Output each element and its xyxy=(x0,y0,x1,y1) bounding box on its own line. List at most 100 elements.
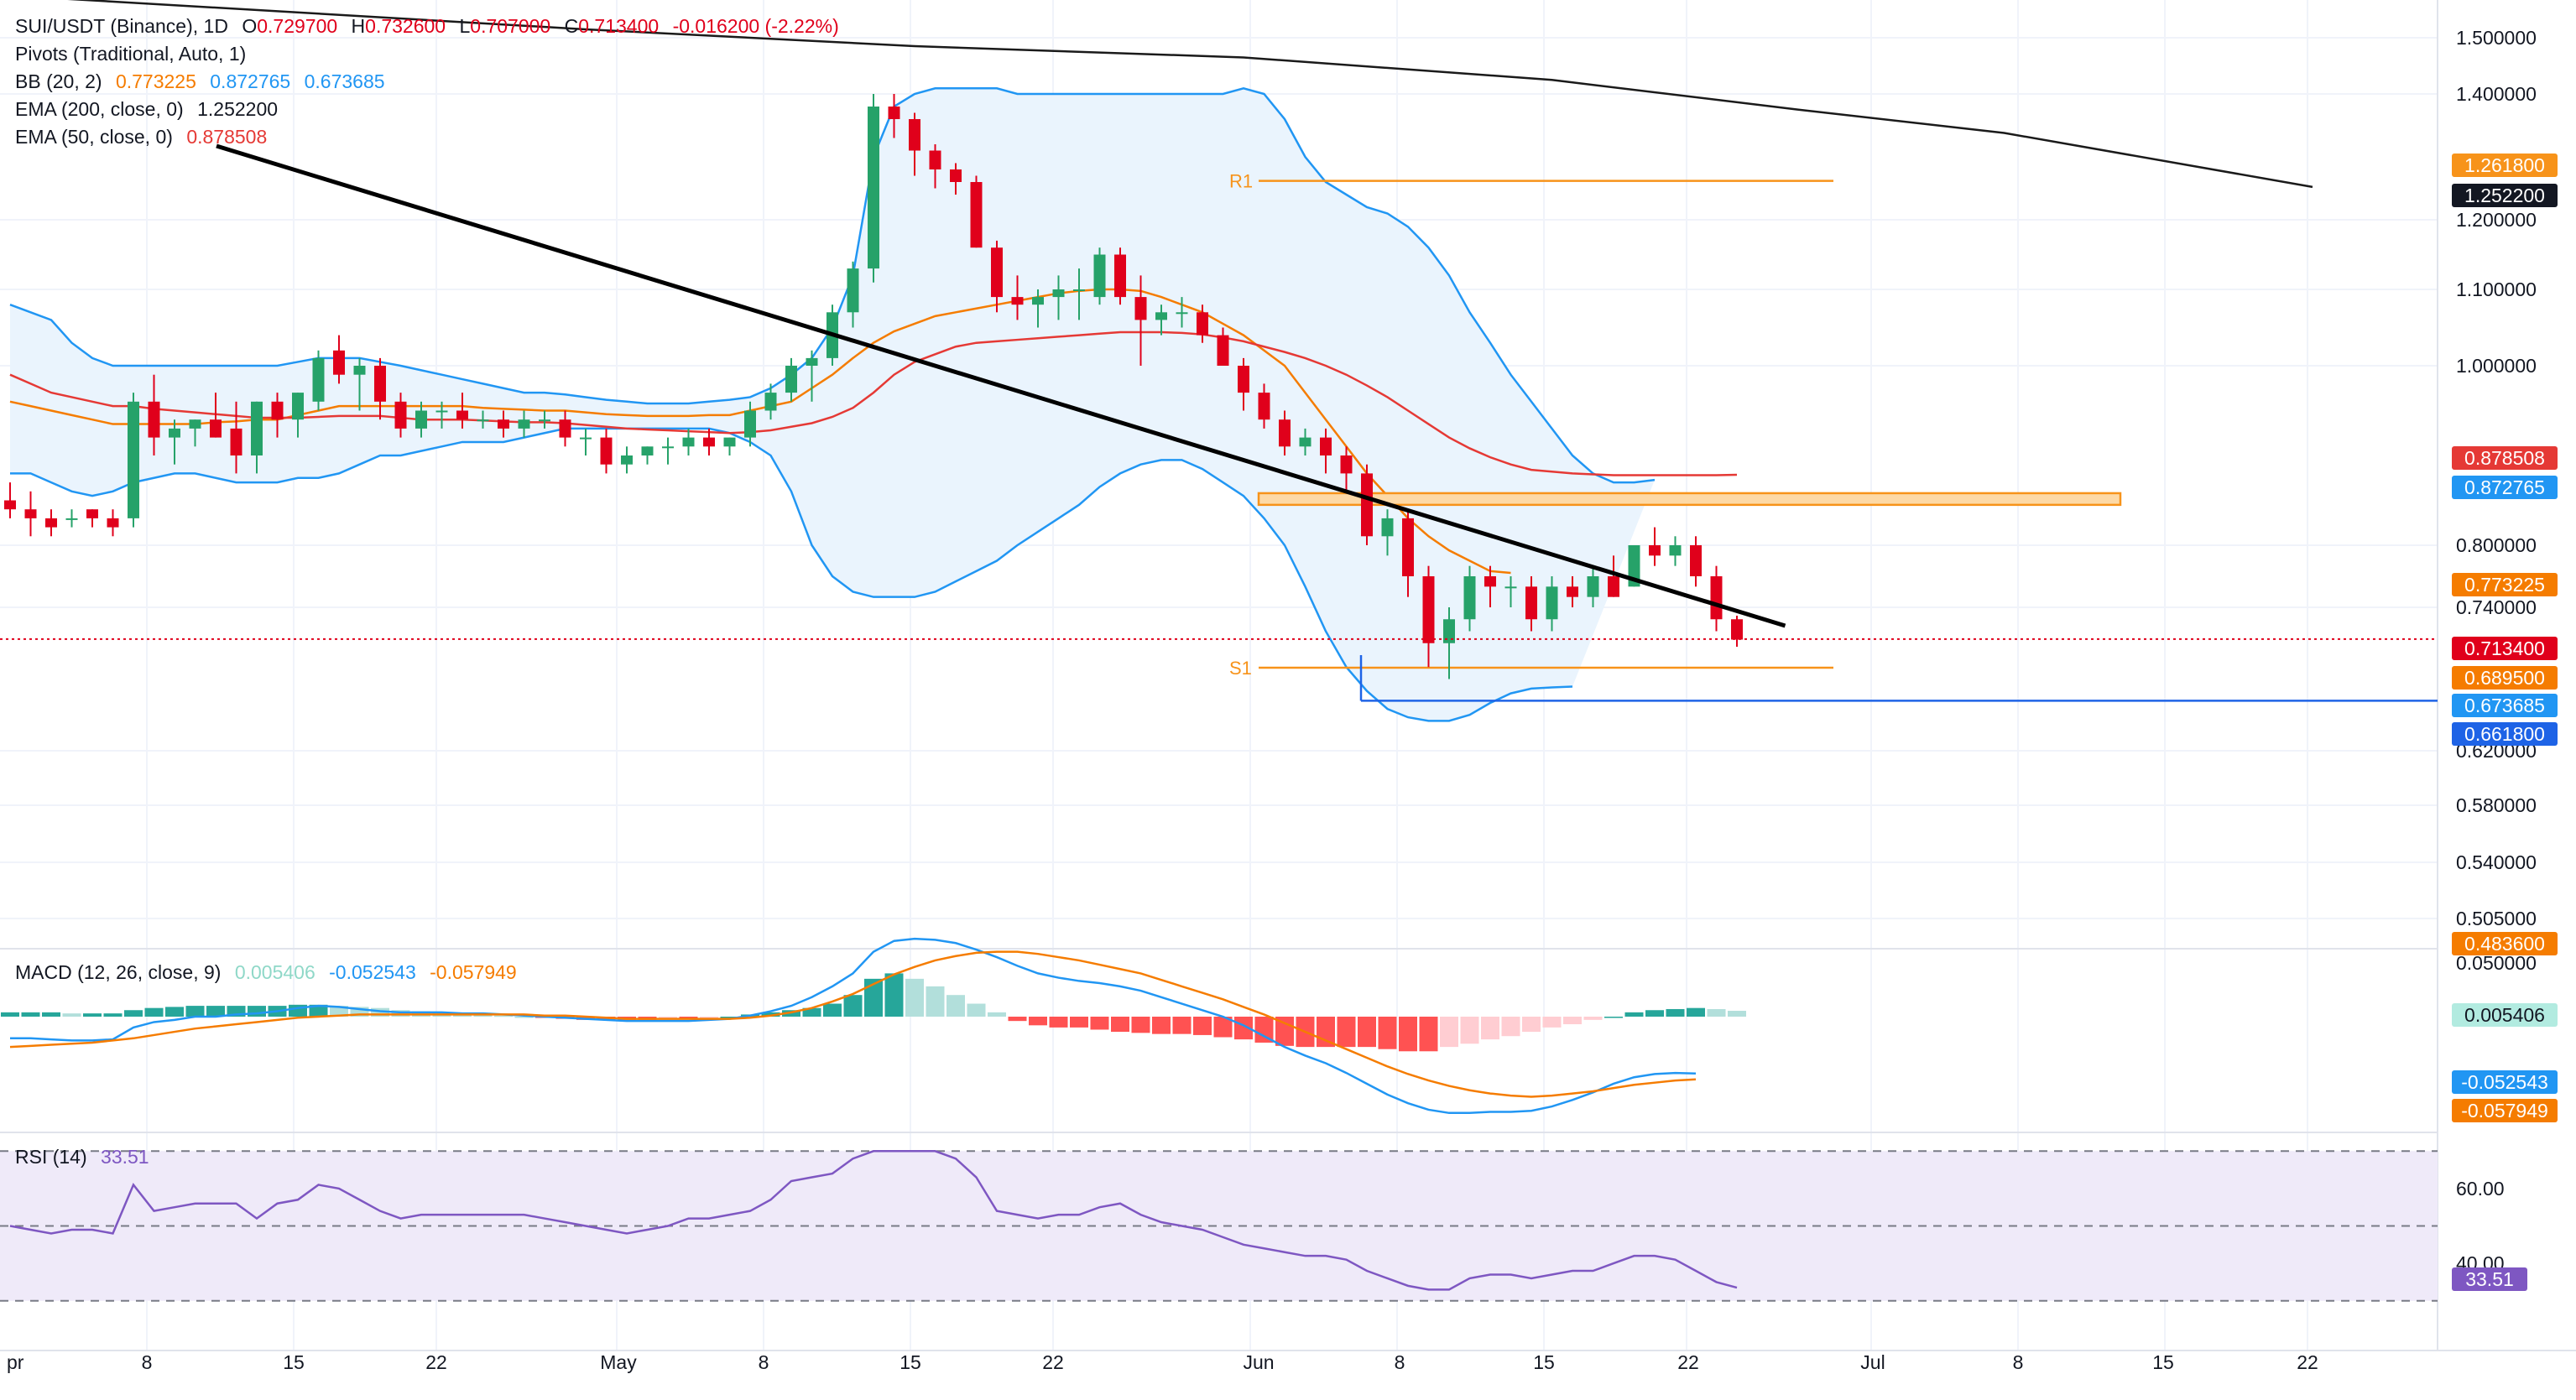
candle-body xyxy=(970,182,983,248)
candle-body xyxy=(456,410,468,420)
price-axis-label: 1.200000 xyxy=(2456,209,2537,231)
candle-body xyxy=(312,357,325,402)
candle-body xyxy=(518,419,530,429)
macd-histogram-bar xyxy=(1542,1017,1562,1028)
price-axis-label: 1.500000 xyxy=(2456,27,2537,49)
ohlc-legend: SUI/USDT (Binance), 1D O0.729700 H0.7326… xyxy=(15,17,847,36)
candle-body xyxy=(1032,297,1044,305)
high-label: H xyxy=(351,15,366,37)
ema200-value: 1.252200 xyxy=(197,98,279,120)
candle-body xyxy=(24,509,37,518)
candle-body xyxy=(1381,518,1394,537)
close-value: 0.713400 xyxy=(578,15,660,37)
macd-histogram-bar xyxy=(1460,1017,1479,1044)
price-axis-label: 0.800000 xyxy=(2456,534,2537,556)
macd-histogram-bar xyxy=(1193,1017,1212,1035)
macd-tag: -0.057949 xyxy=(2452,1099,2558,1122)
macd-histogram-bar xyxy=(1213,1017,1233,1038)
resistance-zone xyxy=(1257,492,2122,507)
candle-body xyxy=(1690,545,1702,576)
time-axis-label: 22 xyxy=(2297,1351,2318,1373)
candle-body xyxy=(415,410,427,429)
macd-histogram-bar xyxy=(1008,1017,1027,1022)
price-tag: 0.673685 xyxy=(2452,694,2558,717)
candle-body xyxy=(682,437,695,447)
candle-body xyxy=(764,393,777,411)
candle-body xyxy=(4,500,16,510)
macd-legend: MACD (12, 26, close, 9) 0.005406 -0.0525… xyxy=(15,963,525,982)
price-axis-label: 0.540000 xyxy=(2456,851,2537,873)
macd-signal-value: -0.057949 xyxy=(430,961,517,983)
candle-body xyxy=(477,419,489,422)
candle-body xyxy=(580,437,592,440)
candle-body xyxy=(86,509,98,518)
price-tag: 0.661800 xyxy=(2452,722,2558,746)
macd-histogram-bar xyxy=(42,1012,60,1017)
macd-histogram-bar xyxy=(884,973,904,1017)
bb-upper-value: 0.872765 xyxy=(210,70,291,92)
candle-body xyxy=(374,366,386,402)
rsi-value: 33.51 xyxy=(101,1146,149,1168)
price-tag: 1.261800 xyxy=(2452,154,2558,177)
macd-histogram-bar xyxy=(1604,1017,1623,1018)
candle-body xyxy=(539,419,550,422)
candle-body xyxy=(230,428,242,455)
time-axis-label: pr xyxy=(7,1351,24,1373)
candle-body xyxy=(621,455,633,465)
macd-histogram-bar xyxy=(1399,1017,1417,1052)
candle-body xyxy=(1134,297,1147,320)
candle-body xyxy=(1628,545,1640,587)
time-axis-label: 15 xyxy=(2152,1351,2174,1373)
macd-line-value: -0.052543 xyxy=(329,961,416,983)
macd-histogram-bar xyxy=(679,1017,698,1019)
macd-histogram-bar xyxy=(1254,1017,1274,1043)
macd-histogram-bar xyxy=(1687,1007,1705,1017)
macd-histogram-bar xyxy=(391,1010,410,1017)
time-axis-label: 22 xyxy=(1677,1351,1699,1373)
macd-histogram-bar xyxy=(1624,1012,1644,1017)
macd-label: MACD (12, 26, close, 9) xyxy=(15,961,222,983)
macd-histogram-bar xyxy=(864,978,883,1017)
price-tag: 0.713400 xyxy=(2452,637,2558,660)
candle-body xyxy=(1587,576,1599,597)
macd-signal-line xyxy=(9,950,1697,1098)
macd-histogram-bar xyxy=(1049,1017,1068,1028)
time-axis-label: 8 xyxy=(1395,1351,1405,1373)
pivot-r1-label: R1 xyxy=(1229,171,1253,192)
candle-body xyxy=(1546,586,1558,620)
macd-histogram-bar xyxy=(514,1017,534,1018)
macd-histogram-bar xyxy=(1152,1017,1171,1034)
macd-histogram-bar xyxy=(1440,1017,1458,1048)
macd-histogram-bar xyxy=(988,1012,1006,1017)
close-label: C xyxy=(564,15,579,37)
candle-body xyxy=(1504,586,1517,589)
macd-histogram-bar xyxy=(1419,1017,1438,1052)
macd-axis-label: 0.050000 xyxy=(2456,952,2537,974)
candle-body xyxy=(271,401,284,420)
macd-histogram-bar xyxy=(946,995,965,1017)
candle-body xyxy=(1217,335,1229,366)
macd-histogram-bar xyxy=(1481,1017,1499,1040)
macd-histogram-bar xyxy=(21,1012,40,1017)
time-axis-label: 8 xyxy=(142,1351,153,1373)
candle-body xyxy=(806,357,818,366)
macd-histogram-bar xyxy=(62,1013,81,1017)
low-value: 0.707000 xyxy=(470,15,551,37)
change-value: -0.016200 (-2.22%) xyxy=(672,15,839,37)
candle-body xyxy=(909,119,920,151)
candle-body xyxy=(148,401,160,438)
candle-body xyxy=(65,518,78,520)
candle-body xyxy=(1608,576,1619,597)
price-tag: 0.872765 xyxy=(2452,476,2558,499)
macd-histogram-bar xyxy=(823,1003,842,1017)
price-tag: 1.252200 xyxy=(2452,184,2558,207)
price-axis-label: 0.580000 xyxy=(2456,794,2537,816)
macd-histogram-bar xyxy=(720,1017,739,1018)
macd-histogram-bar xyxy=(1090,1017,1109,1030)
time-axis-label: 15 xyxy=(900,1351,921,1373)
macd-histogram-bar xyxy=(1501,1017,1520,1037)
candle-body xyxy=(1731,619,1743,640)
macd-histogram-bar xyxy=(802,1007,821,1017)
candle-body xyxy=(641,446,654,455)
